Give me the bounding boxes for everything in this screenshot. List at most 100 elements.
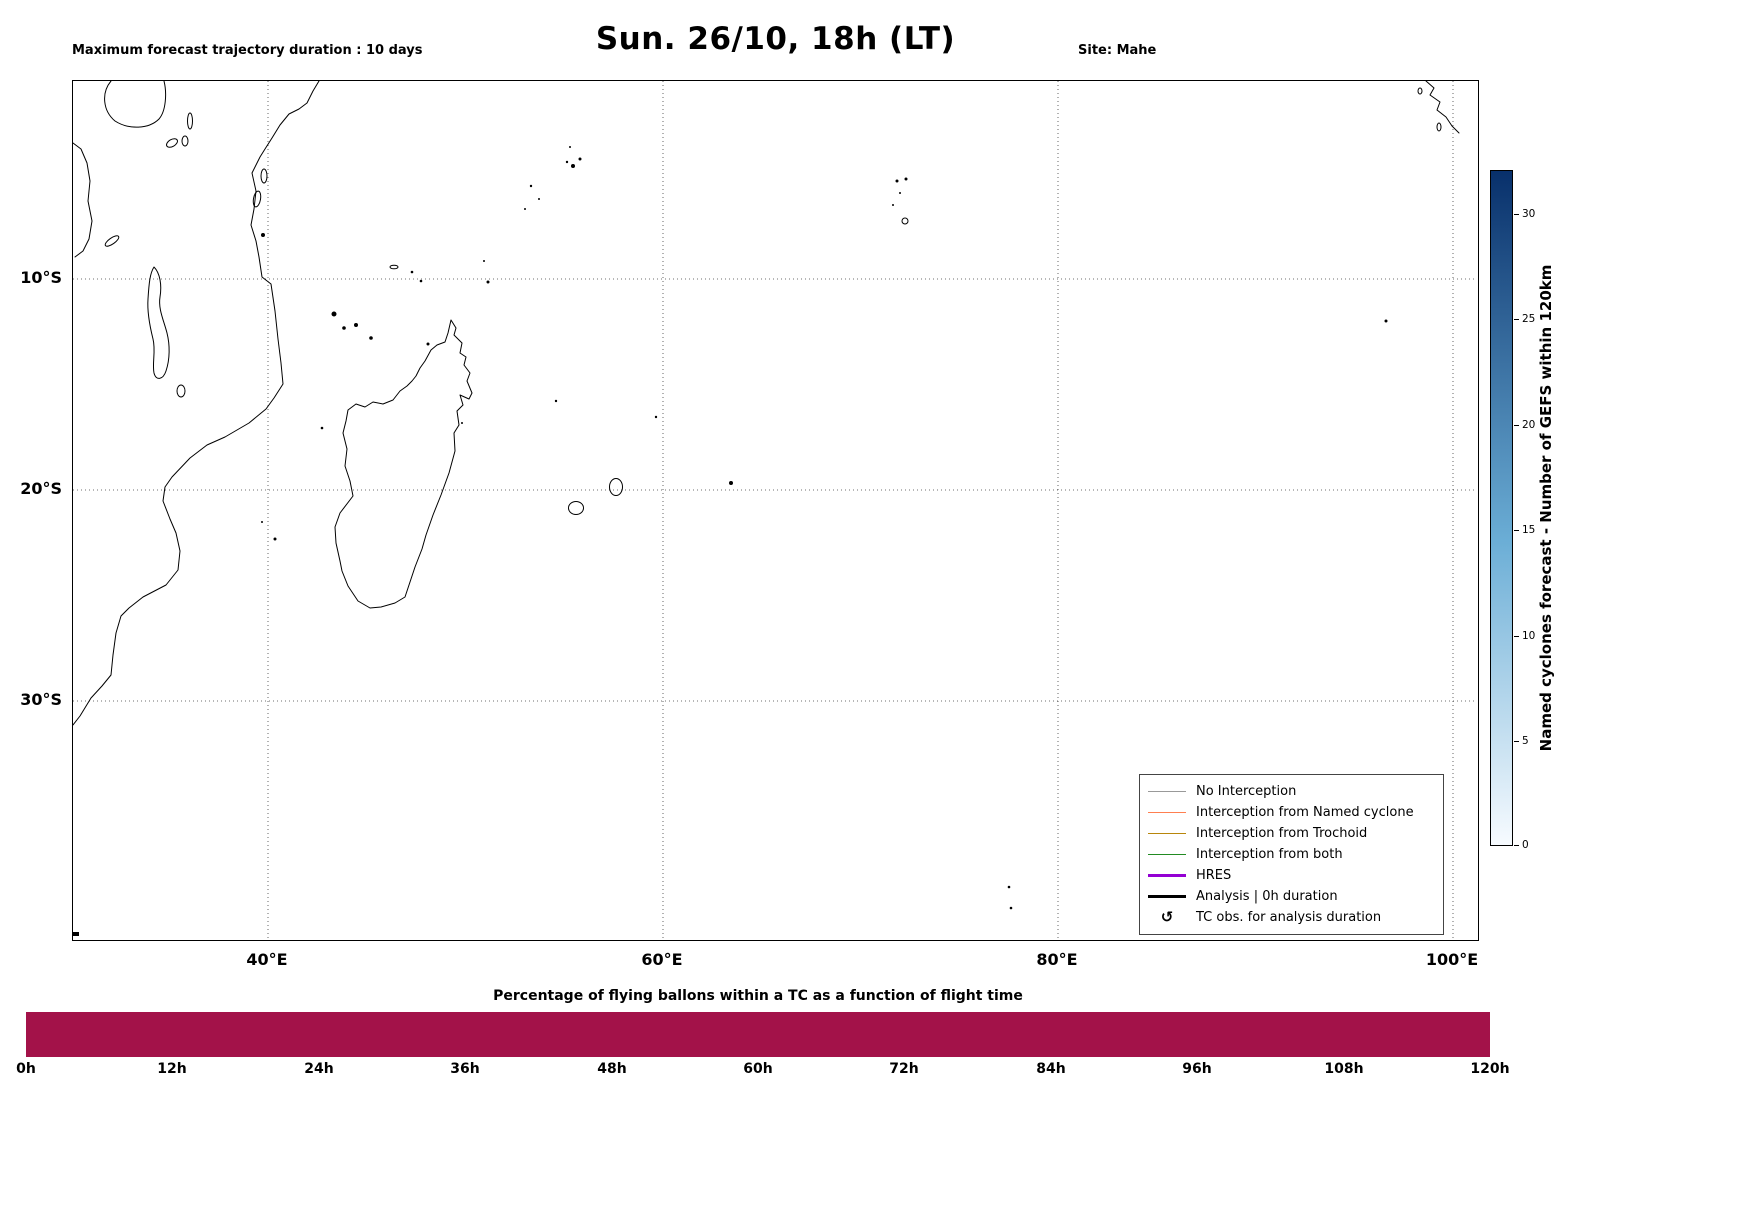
colorbar-tick (1514, 845, 1519, 847)
pemba-island (260, 168, 268, 184)
legend-item-trochoid: Interception from Trochoid (1148, 823, 1435, 844)
egmont (892, 204, 894, 206)
lon-tick-100e: 100°E (1425, 950, 1479, 969)
juan-de-nova (320, 426, 324, 430)
nias-island (1417, 87, 1423, 95)
salomon (904, 177, 908, 181)
legend-line-sample (1148, 790, 1186, 793)
time-tick-72h: 72h (889, 1061, 919, 1077)
silhouette (565, 160, 569, 164)
time-tick-24h: 24h (304, 1061, 334, 1077)
reunion (568, 501, 584, 515)
mauritius (609, 478, 623, 496)
time-tick-96h: 96h (1182, 1061, 1212, 1077)
legend-item-analysis: Analysis | 0h duration (1148, 886, 1435, 907)
lon-tick-60e: 60°E (641, 950, 683, 969)
bassas-da-india (261, 521, 263, 523)
legend-item-named-cyclone: Interception from Named cyclone (1148, 802, 1435, 823)
map-axes: No Interception Interception from Named … (72, 80, 1479, 941)
providence (483, 260, 485, 262)
legend-line-sample (1148, 873, 1186, 878)
coastlines (73, 81, 1460, 726)
chagos-bank (899, 192, 901, 194)
colorbar-tick-label: 15 (1522, 524, 1536, 536)
aldabra-atoll (389, 264, 399, 270)
legend-item-tc-obs: ↺ TC obs. for analysis duration (1148, 907, 1435, 928)
tc-obs-icon: ↺ (1160, 908, 1174, 926)
colorbar-gradient (1491, 171, 1512, 845)
time-tick-108h: 108h (1324, 1061, 1364, 1077)
colorbar-tick-label: 0 (1522, 839, 1529, 851)
alphonse (524, 208, 526, 210)
percentage-bar (26, 1012, 1490, 1057)
diego-garcia (901, 217, 909, 225)
lake-malawi (147, 266, 170, 379)
legend-line-sample (1148, 811, 1186, 814)
tromelin (554, 399, 558, 403)
lake-eyasi (166, 138, 178, 148)
mayotte (369, 336, 373, 340)
time-tick-36h: 36h (450, 1061, 480, 1077)
st-brandon (654, 415, 658, 419)
europa-island (273, 537, 277, 541)
lat-tick-10s: 10°S (20, 268, 62, 287)
colorbar-tick-label: 25 (1522, 313, 1536, 325)
colorbar-tick-label: 20 (1522, 419, 1536, 431)
anjouan (354, 323, 358, 327)
cocos-keeling (1384, 319, 1388, 323)
colorbar-tick (1514, 214, 1519, 216)
colorbar-tick (1514, 636, 1519, 638)
legend-line-sample (1148, 832, 1186, 835)
time-tick-84h: 84h (1036, 1061, 1066, 1077)
colorbar-tick (1514, 741, 1519, 743)
legend-line-sample (1148, 894, 1186, 899)
max-duration-text: Maximum forecast trajectory duration : 1… (72, 43, 423, 58)
lake-victoria (104, 81, 167, 128)
lake-tanganyika (73, 142, 93, 258)
time-tick-120h: 120h (1470, 1061, 1510, 1077)
rodrigues (729, 481, 733, 485)
amsterdam-island (1007, 885, 1011, 889)
lat-tick-30s: 30°S (20, 690, 62, 709)
amirantes (529, 184, 533, 188)
lake-manyara (181, 135, 189, 147)
cosmoledo (410, 270, 414, 274)
lake-natron (187, 112, 193, 130)
colorbar-tick-label: 5 (1522, 735, 1529, 747)
desroches (538, 198, 540, 200)
site-text: Site: Mahe (1078, 43, 1157, 58)
lake-rukwa (104, 235, 120, 247)
time-tick-12h: 12h (157, 1061, 187, 1077)
lat-tick-20s: 20°S (20, 479, 62, 498)
coastline-madagascar (334, 319, 473, 609)
colorbar-tick-label: 30 (1522, 208, 1536, 220)
graticule-gridlines (73, 81, 1477, 939)
mentawai-island (1436, 122, 1442, 132)
astove (419, 279, 423, 283)
praslin (578, 157, 582, 161)
time-tick-48h: 48h (597, 1061, 627, 1077)
figure-title: Sun. 26/10, 18h (LT) (595, 21, 956, 57)
island-specks (73, 146, 1388, 936)
colorbar-tick (1514, 425, 1519, 427)
map-canvas (73, 81, 1477, 939)
bar-chart-title: Percentage of flying ballons within a TC… (493, 988, 1023, 1004)
peros-banhos (895, 179, 899, 183)
moheli (342, 326, 346, 330)
legend-item-hres: HRES (1148, 865, 1435, 886)
lake-chilwa (176, 384, 186, 398)
colorbar-axis-label: Named cyclones forecast - Number of GEFS… (1537, 264, 1555, 752)
zanzibar-island (252, 190, 262, 208)
bird-island (569, 146, 571, 148)
colorbar-tick-label: 10 (1522, 630, 1536, 642)
legend-line-sample (1148, 853, 1186, 856)
colorbar: 30 25 20 15 10 5 0 (1490, 170, 1535, 851)
mahe-island (571, 164, 575, 168)
coastline-sumatra (1425, 81, 1460, 134)
lon-tick-40e: 40°E (246, 950, 288, 969)
colorbar-tick (1514, 530, 1519, 532)
time-tick-0h: 0h (16, 1061, 36, 1077)
farquhar (486, 280, 490, 284)
legend-item-no-interception: No Interception (1148, 781, 1435, 802)
